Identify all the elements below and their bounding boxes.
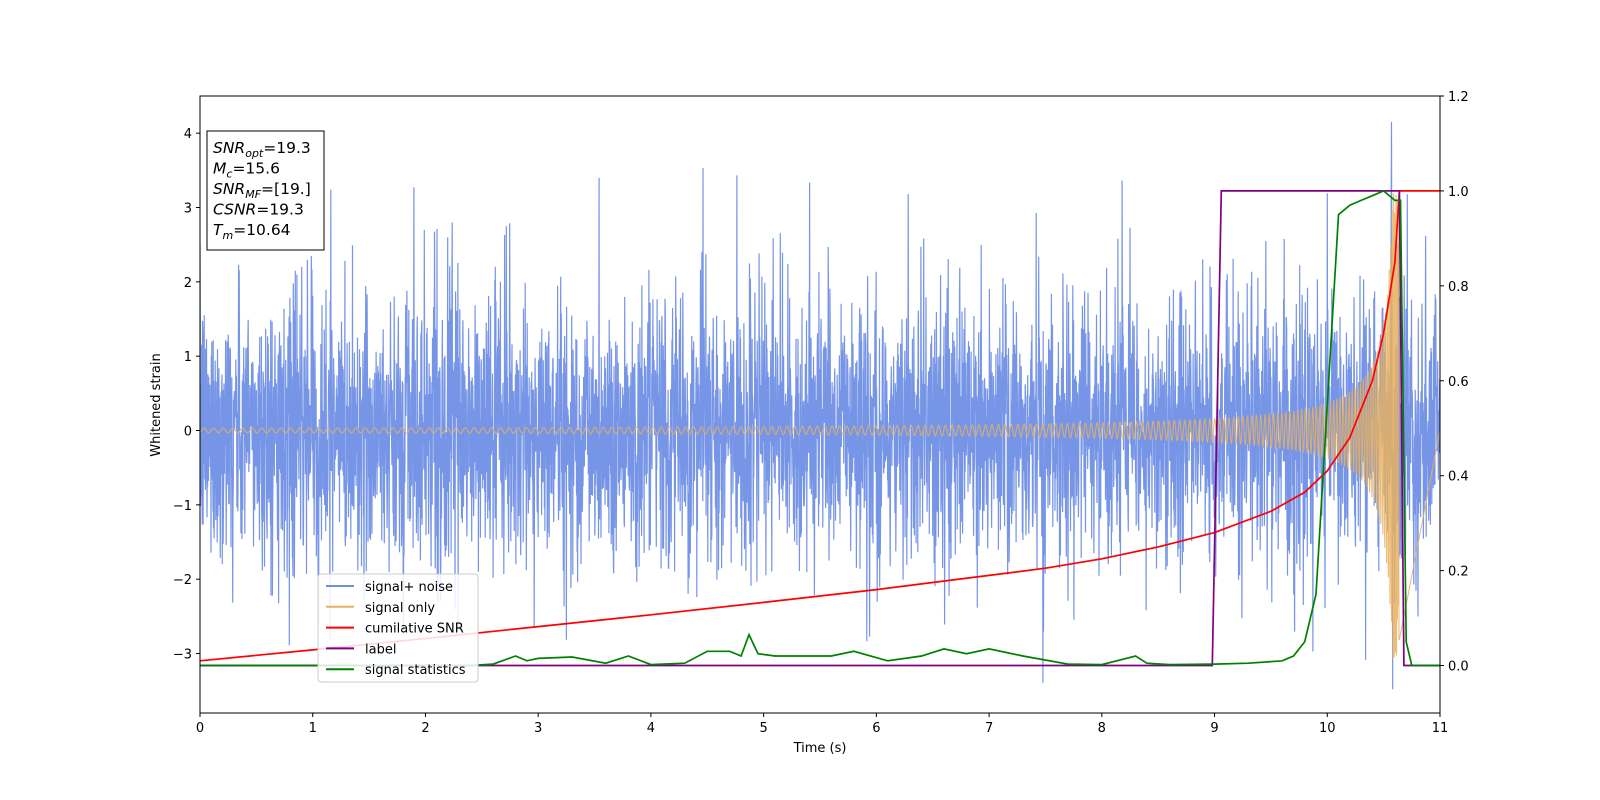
legend-label-signal-only: signal only	[365, 601, 435, 616]
y-tick-label: 3	[184, 202, 192, 217]
y-axis-label: Whitened strain	[149, 353, 164, 456]
x-tick-label: 1	[309, 721, 317, 736]
legend-frame	[317, 573, 479, 683]
legend-label-signal-noise: signal+ noise	[365, 580, 453, 595]
x-tick-label: 10	[1319, 721, 1336, 736]
y-tick-label: 2	[184, 276, 192, 291]
y2-tick-label: 0.8	[1448, 280, 1469, 295]
x-tick-label: 7	[985, 721, 993, 736]
y-tick-label: 0	[184, 425, 192, 440]
x-tick-label: 11	[1432, 721, 1449, 736]
x-tick-label: 5	[759, 721, 767, 736]
series-label-line	[200, 190, 1440, 667]
y-tick-label: −2	[173, 573, 192, 588]
x-tick-label: 6	[872, 721, 880, 736]
x-tick-label: 2	[421, 721, 429, 736]
x-tick-label: 9	[1210, 721, 1218, 736]
series-cumilative-snr-line	[200, 190, 1440, 662]
info-box-line: Tm=10.64	[213, 221, 291, 242]
series-signal-statistics-line	[200, 189, 1440, 667]
x-axis: 0 1 2 3 4 5 6 7 8 9 10 11	[196, 713, 1448, 736]
series-signal-only-line	[200, 193, 1440, 660]
y2-tick-label: 1.0	[1448, 185, 1469, 200]
series-layer	[200, 121, 1440, 690]
x-tick-label: 0	[196, 721, 204, 736]
y2-tick-label: 1.2	[1448, 90, 1469, 105]
info-box-frame	[206, 130, 325, 251]
info-box-line: SNRMF=[19.]	[213, 180, 311, 201]
x-tick-label: 3	[534, 721, 542, 736]
legend-label-label: label	[365, 642, 396, 657]
y-tick-label: 4	[184, 127, 192, 142]
y2-tick-label: 0.6	[1448, 375, 1469, 390]
y2-tick-label: 0.4	[1448, 470, 1469, 485]
plot-area-frame	[199, 95, 1441, 714]
info-box-line: SNRopt=19.3	[213, 139, 311, 160]
y2-tick-label: 0.2	[1448, 565, 1469, 580]
legend: signal+ noise signal only cumilative SNR la…	[317, 573, 479, 683]
y-tick-label: −3	[173, 648, 192, 663]
x-tick-label: 8	[1098, 721, 1106, 736]
y2-tick-label: 0.0	[1448, 660, 1469, 675]
info-box-line: Mc=15.6	[213, 160, 280, 181]
y-tick-label: 1	[184, 350, 192, 365]
x-tick-label: 4	[647, 721, 655, 736]
info-box-line: CSNR=19.3	[213, 201, 304, 219]
y-tick-label: −1	[173, 499, 192, 514]
y-axis-left: −3 −2 −1 0 1 2 3 4	[173, 127, 200, 663]
y-axis-right: 0.0 0.2 0.4 0.6 0.8 1.0 1.2	[1440, 90, 1469, 675]
x-axis-label: Time (s)	[793, 741, 847, 756]
legend-label-cumilative-snr: cumilative SNR	[365, 622, 464, 637]
legend-label-signal-statistics: signal statistics	[365, 663, 466, 678]
